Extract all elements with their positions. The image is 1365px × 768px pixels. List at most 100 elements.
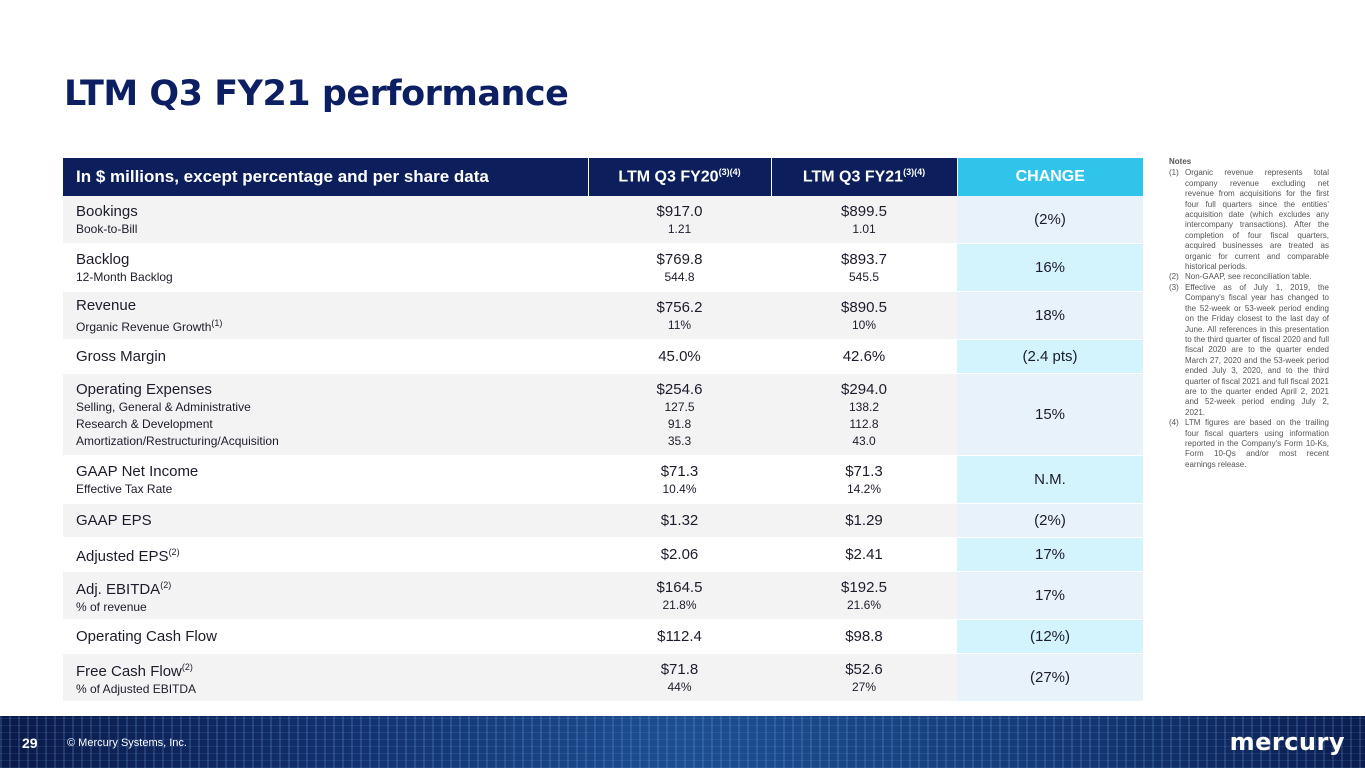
change-cell: (12%)	[957, 619, 1143, 654]
metric-sublabel: Organic Revenue Growth(1)	[76, 317, 223, 334]
fy20-value: $917.0	[656, 202, 703, 220]
change-value: 17%	[1034, 546, 1066, 563]
fy21-value: $98.8	[845, 628, 883, 645]
table-row-operating-expenses: Operating Expenses Selling, General & Ad…	[63, 373, 1143, 456]
header-change: CHANGE	[957, 158, 1143, 196]
footer-texture	[0, 716, 1365, 768]
fy20-value: $769.8	[656, 250, 703, 268]
change-cell: (2.4 pts)	[957, 339, 1143, 374]
footnote-item: (2) Non-GAAP, see reconciliation table.	[1169, 272, 1329, 282]
fy20-cell: $769.8 544.8	[588, 243, 771, 292]
table-row-revenue: Revenue Organic Revenue Growth(1) $756.2…	[63, 291, 1143, 340]
fy21-value: 42.6%	[842, 348, 886, 365]
fy20-cell: $164.5 21.8%	[588, 571, 771, 620]
metric-label: Operating Cash Flow	[76, 628, 217, 645]
table-header-row: In $ millions, except percentage and per…	[63, 158, 1143, 196]
fy20-value: $112.4	[657, 628, 702, 645]
header-fy21: LTM Q3 FY21(3)(4)	[771, 158, 958, 196]
footnote-item: (3) Effective as of July 1, 2019, the Co…	[1169, 283, 1329, 418]
metric-label: Revenue	[76, 296, 137, 314]
fy21-value: $890.5	[841, 298, 887, 316]
metric-label: GAAP Net Income	[76, 462, 199, 480]
metric-label: Adj. EBITDA(2)	[76, 579, 172, 598]
fy21-subvalue: 14.2%	[846, 481, 882, 496]
fy21-value: $2.41	[845, 546, 883, 563]
page-title: LTM Q3 FY21 performance	[64, 74, 569, 114]
fy21-cell: $2.41	[771, 537, 957, 572]
fy21-subvalue: 138.2	[848, 399, 880, 414]
fy21-cell: $899.5 1.01	[771, 196, 957, 244]
fy21-cell: $192.5 21.6%	[771, 571, 957, 620]
change-cell: 17%	[957, 537, 1143, 572]
fy21-subvalue: 10%	[851, 317, 877, 332]
change-value: (2.4 pts)	[1022, 348, 1078, 365]
fy20-cell: $112.4	[588, 619, 771, 654]
footnote-number: (3)	[1169, 282, 1179, 292]
metric-label: Operating Expenses	[76, 380, 212, 398]
metric-cell: Operating Cash Flow	[63, 619, 588, 654]
footnote-number: (4)	[1169, 418, 1179, 428]
page-number: 29	[22, 735, 38, 751]
footnote-text: Organic revenue represents total company…	[1185, 168, 1329, 272]
change-cell: (2%)	[957, 503, 1143, 538]
table-row-gaap-net-income: GAAP Net Income Effective Tax Rate $71.3…	[63, 455, 1143, 504]
change-cell: 18%	[957, 291, 1143, 340]
change-cell: (2%)	[957, 196, 1143, 244]
fy20-cell: $254.6 127.5 91.8 35.3	[588, 373, 771, 456]
fy20-value: $71.3	[660, 462, 699, 480]
fy20-value: $2.06	[660, 546, 699, 563]
metric-cell: Free Cash Flow(2) % of Adjusted EBITDA	[63, 653, 588, 702]
metric-cell: GAAP EPS	[63, 503, 588, 538]
change-value: (2%)	[1034, 512, 1066, 529]
fy21-subvalue: 112.8	[849, 416, 879, 431]
metric-label: Adjusted EPS(2)	[76, 547, 180, 565]
change-value: N.M.	[1034, 471, 1066, 488]
fy20-value: $254.6	[656, 380, 703, 398]
header-metric: In $ millions, except percentage and per…	[63, 158, 589, 196]
mercury-logo: mercury	[1229, 728, 1345, 756]
footer-bar: 29 © Mercury Systems, Inc. mercury	[0, 716, 1365, 768]
change-cell: (27%)	[957, 653, 1143, 702]
fy20-subvalue: 11%	[667, 317, 692, 332]
footnote-marker: (1)	[211, 317, 223, 328]
table-row-operating-cash-flow: Operating Cash Flow $112.4 $98.8 (12%)	[63, 619, 1143, 654]
fy21-value: $893.7	[841, 250, 887, 268]
metric-sublabel: Amortization/Restructuring/Acquisition	[76, 433, 279, 448]
fy20-value: $1.32	[660, 512, 699, 529]
fy20-subvalue: 10.4%	[662, 481, 697, 496]
change-value: 17%	[1034, 587, 1066, 604]
fy21-value: $192.5	[841, 578, 887, 596]
fy20-subvalue: 1.21	[667, 221, 692, 236]
table-row-gross-margin: Gross Margin 45.0% 42.6% (2.4 pts)	[63, 339, 1143, 374]
fy21-cell: $890.5 10%	[771, 291, 957, 340]
metric-label: Bookings	[76, 202, 138, 220]
fy20-subvalue: 35.3	[667, 433, 692, 448]
metric-sublabel: Research & Development	[76, 416, 213, 431]
header-fy20-footnote: (3)(4)	[718, 167, 741, 178]
metric-cell: Revenue Organic Revenue Growth(1)	[63, 291, 588, 340]
fy21-cell: $294.0 138.2 112.8 43.0	[771, 373, 957, 456]
fy21-value: $71.3	[845, 462, 883, 480]
footnote-marker: (2)	[181, 661, 193, 672]
change-value: 18%	[1034, 307, 1066, 324]
metric-label: Backlog	[76, 250, 130, 268]
footnote-text: LTM figures are based on the trailing fo…	[1185, 418, 1329, 469]
metric-cell: Backlog 12-Month Backlog	[63, 243, 588, 292]
fy21-value: $1.29	[845, 512, 883, 529]
fy21-subvalue: 545.5	[848, 269, 880, 284]
fy20-cell: $71.8 44%	[588, 653, 771, 702]
fy21-cell: 42.6%	[771, 339, 957, 374]
footnote-number: (2)	[1169, 272, 1179, 282]
change-cell: 16%	[957, 243, 1143, 292]
metric-cell: Adj. EBITDA(2) % of revenue	[63, 571, 588, 620]
fy21-subvalue: 27%	[851, 679, 877, 694]
fy20-cell: $1.32	[588, 503, 771, 538]
metric-sublabel: % of Adjusted EBITDA	[76, 681, 197, 696]
metric-cell: Adjusted EPS(2)	[63, 537, 588, 572]
fy20-subvalue: 91.8	[667, 416, 692, 431]
metric-sublabel: % of revenue	[76, 599, 147, 614]
fy20-subvalue: 127.5	[664, 399, 695, 414]
fy20-value: $71.8	[660, 660, 699, 678]
change-value: (12%)	[1029, 628, 1070, 645]
change-value: (2%)	[1034, 211, 1066, 228]
